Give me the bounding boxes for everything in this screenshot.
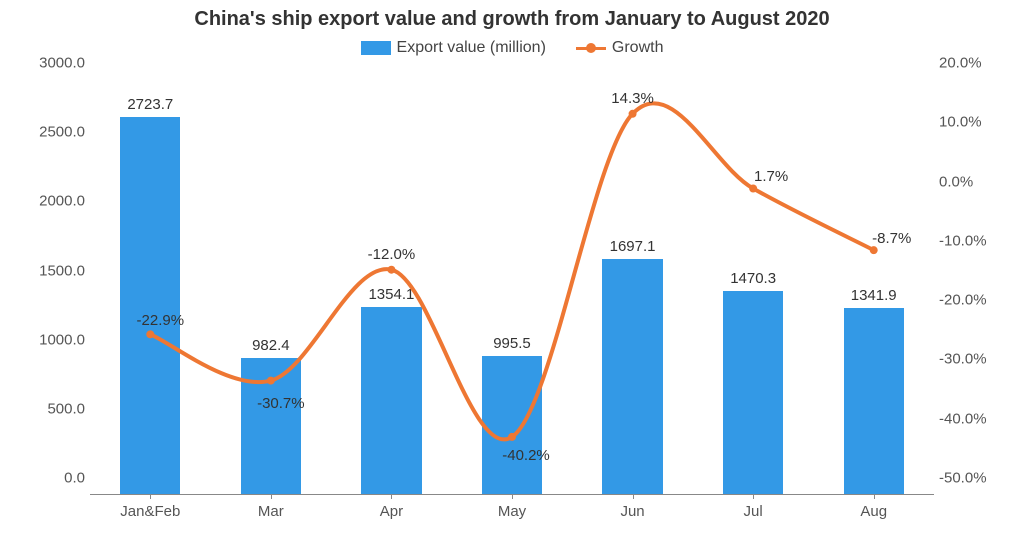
growth-marker — [749, 184, 757, 192]
x-category-label: Apr — [380, 503, 403, 520]
growth-value-label: 14.3% — [611, 90, 654, 107]
y-right-tick: -50.0% — [939, 470, 1019, 487]
y-right-tick: -40.0% — [939, 410, 1019, 427]
x-category-label: Aug — [860, 503, 887, 520]
x-category-label: Jan&Feb — [120, 503, 180, 520]
growth-value-label: -40.2% — [502, 447, 550, 464]
x-axis-labels: Jan&Feb Mar Apr May Jun Jul Aug — [90, 503, 934, 527]
y-right-tick: 10.0% — [939, 114, 1019, 131]
growth-value-label: -30.7% — [257, 395, 305, 412]
growth-value-label: -8.7% — [872, 230, 911, 247]
y-left-tick: 0.0 — [5, 470, 85, 487]
growth-line — [150, 103, 873, 439]
y-right-tick: 20.0% — [939, 55, 1019, 72]
legend-item-bar: Export value (million) — [361, 39, 546, 57]
legend-item-line: Growth — [576, 39, 664, 57]
growth-value-label: 1.7% — [754, 168, 788, 185]
growth-marker — [267, 377, 275, 385]
y-right-tick: 0.0% — [939, 173, 1019, 190]
line-layer — [90, 80, 934, 495]
growth-value-label: -22.9% — [137, 312, 185, 329]
plot-area: 2723.7982.41354.1995.51697.11470.31341.9… — [90, 80, 934, 495]
growth-value-label: -12.0% — [368, 246, 416, 263]
chart-container: China's ship export value and growth fro… — [0, 0, 1024, 545]
growth-marker — [870, 246, 878, 254]
growth-marker — [508, 433, 516, 441]
y-left-tick: 1500.0 — [5, 262, 85, 279]
y-left-tick: 2500.0 — [5, 124, 85, 141]
growth-marker — [387, 266, 395, 274]
x-category-label: May — [498, 503, 526, 520]
y-left-tick: 1000.0 — [5, 331, 85, 348]
y-axis-right: -50.0%-40.0%-30.0%-20.0%-10.0%0.0%10.0%2… — [939, 80, 1019, 495]
legend-label-bar: Export value (million) — [397, 39, 546, 57]
legend: Export value (million) Growth — [0, 39, 1024, 57]
growth-marker — [629, 110, 637, 118]
y-right-tick: -30.0% — [939, 351, 1019, 368]
y-left-tick: 3000.0 — [5, 55, 85, 72]
x-category-label: Jul — [744, 503, 763, 520]
y-left-tick: 2000.0 — [5, 193, 85, 210]
x-category-label: Jun — [620, 503, 644, 520]
y-right-tick: -20.0% — [939, 292, 1019, 309]
growth-marker — [146, 330, 154, 338]
x-category-label: Mar — [258, 503, 284, 520]
y-left-tick: 500.0 — [5, 400, 85, 417]
y-axis-left: 0.0500.01000.01500.02000.02500.03000.0 — [5, 80, 85, 495]
legend-label-line: Growth — [612, 39, 664, 57]
y-right-tick: -10.0% — [939, 232, 1019, 249]
legend-swatch-bar — [361, 41, 391, 55]
chart-title: China's ship export value and growth fro… — [0, 0, 1024, 31]
legend-swatch-line — [576, 47, 606, 50]
